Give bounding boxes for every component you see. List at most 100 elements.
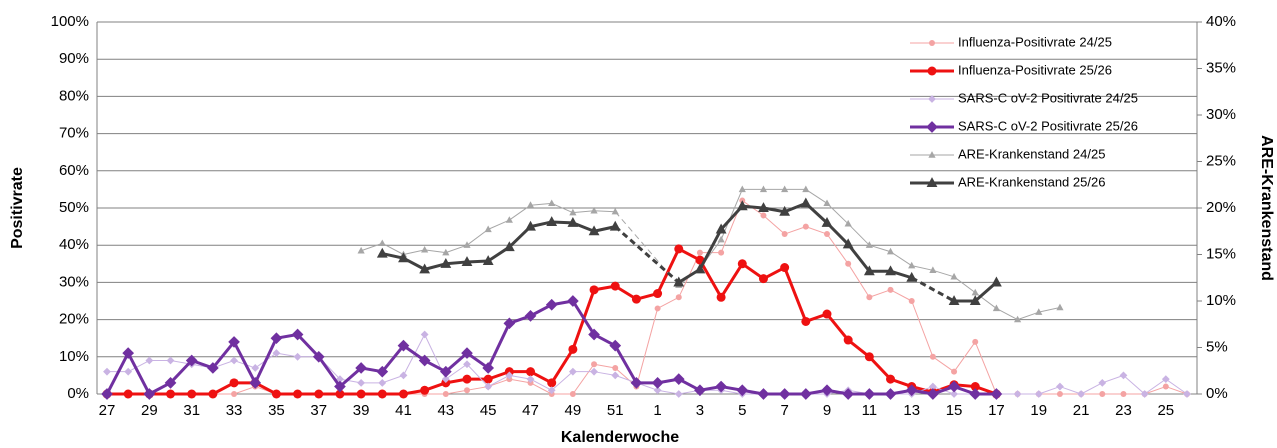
data-point <box>779 205 791 216</box>
data-point <box>524 310 537 322</box>
data-point <box>694 263 706 274</box>
data-point <box>1183 390 1191 398</box>
data-point <box>884 388 897 400</box>
x-tick-label: 31 <box>183 402 200 419</box>
data-point <box>971 288 979 296</box>
data-point <box>802 223 809 230</box>
data-point <box>231 391 238 397</box>
y2-tick-label: 15% <box>1206 245 1236 262</box>
data-point <box>546 216 558 226</box>
data-point <box>293 389 303 399</box>
data-point <box>758 274 768 284</box>
data-point <box>1034 390 1043 398</box>
x-tick-label: 21 <box>1073 402 1090 419</box>
data-point <box>503 317 516 330</box>
x-tick-label: 35 <box>268 402 285 419</box>
data-point <box>717 235 725 243</box>
data-point <box>376 247 388 258</box>
data-point <box>951 368 958 375</box>
y2-tick-label: 20% <box>1206 199 1236 216</box>
data-point <box>378 378 387 387</box>
data-point <box>421 245 429 253</box>
data-point <box>271 389 281 399</box>
data-point <box>567 217 579 227</box>
data-point <box>461 347 473 359</box>
data-point <box>969 388 982 400</box>
data-point <box>992 304 1001 312</box>
data-point <box>674 390 683 398</box>
data-point <box>802 185 810 193</box>
data-point <box>800 197 812 208</box>
series-line <box>107 333 1188 395</box>
data-point <box>929 266 937 274</box>
data-point <box>124 367 133 376</box>
data-point <box>483 374 493 384</box>
x-tick-label: 7 <box>780 402 788 419</box>
legend-label: SARS-C oV-2 Positivrate 25/26 <box>958 118 1138 133</box>
data-point <box>482 362 495 374</box>
legend-label: SARS-C oV-2 Positivrate 24/25 <box>958 90 1138 105</box>
data-point <box>166 356 175 365</box>
y-tick-label: 50% <box>59 199 89 216</box>
data-point <box>823 199 831 207</box>
data-point <box>590 367 598 376</box>
data-point <box>905 384 918 397</box>
data-point <box>567 295 579 307</box>
data-point <box>230 356 238 365</box>
data-point <box>569 208 577 216</box>
data-point <box>505 371 514 380</box>
data-point <box>461 256 473 266</box>
y2-tick-label: 0% <box>1206 385 1228 402</box>
data-point <box>611 371 620 380</box>
y-tick-label: 30% <box>59 273 89 290</box>
data-point <box>696 249 703 256</box>
data-point <box>929 353 936 360</box>
x-tick-label: 51 <box>607 402 624 419</box>
data-point <box>609 339 622 352</box>
data-point <box>166 389 176 399</box>
legend-marker <box>926 121 938 133</box>
data-point <box>548 199 556 207</box>
data-point <box>589 285 599 295</box>
data-point <box>842 238 854 249</box>
data-point <box>672 373 685 385</box>
data-point <box>101 388 113 400</box>
data-point <box>759 185 768 193</box>
data-point <box>357 246 365 254</box>
data-point <box>821 217 833 227</box>
data-point <box>866 294 873 301</box>
data-point <box>715 380 727 393</box>
data-point <box>757 388 770 400</box>
data-point <box>991 276 1002 287</box>
data-point <box>927 388 939 400</box>
data-point <box>207 362 219 374</box>
data-point <box>928 382 937 391</box>
data-point <box>187 389 197 399</box>
data-point <box>1056 303 1064 311</box>
data-point <box>824 231 830 238</box>
y2-tick-label: 25% <box>1206 152 1236 169</box>
data-point <box>505 216 513 223</box>
data-point <box>526 367 536 377</box>
data-point <box>143 388 156 400</box>
y-tick-label: 60% <box>59 162 89 179</box>
data-point <box>736 200 748 211</box>
x-tick-label: 39 <box>353 402 370 419</box>
gap-connector <box>614 225 680 284</box>
y-tick-label: 100% <box>51 13 89 30</box>
data-point <box>948 295 960 306</box>
data-point <box>399 371 408 380</box>
data-point <box>611 207 619 215</box>
data-point <box>251 364 260 372</box>
data-point <box>378 239 386 247</box>
x-tick-label: 45 <box>480 402 497 419</box>
y2-tick-label: 5% <box>1206 338 1228 355</box>
data-point <box>630 376 643 389</box>
data-point <box>781 231 788 238</box>
data-point <box>228 336 240 348</box>
data-point <box>950 272 958 280</box>
data-point <box>1140 390 1149 398</box>
data-point <box>568 344 578 354</box>
data-point <box>440 257 452 268</box>
